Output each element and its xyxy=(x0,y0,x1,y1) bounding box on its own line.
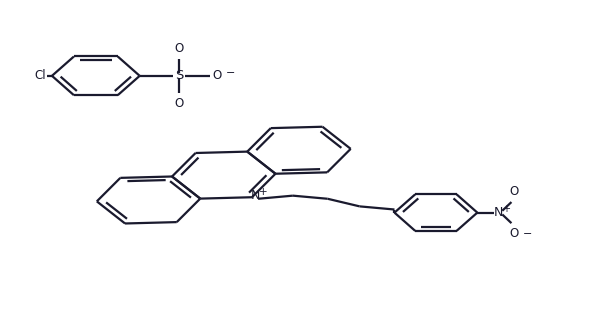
Text: O: O xyxy=(213,69,222,82)
Text: −: − xyxy=(523,229,532,239)
Text: +: + xyxy=(502,204,510,214)
Text: O: O xyxy=(509,185,518,198)
Text: N: N xyxy=(250,189,259,203)
Text: O: O xyxy=(174,42,184,55)
Text: S: S xyxy=(175,69,184,82)
Text: Cl: Cl xyxy=(34,69,46,82)
Text: −: − xyxy=(226,68,236,78)
Text: O: O xyxy=(174,97,184,110)
Text: N: N xyxy=(494,206,503,219)
Text: O: O xyxy=(509,227,518,240)
Text: +: + xyxy=(259,187,267,197)
